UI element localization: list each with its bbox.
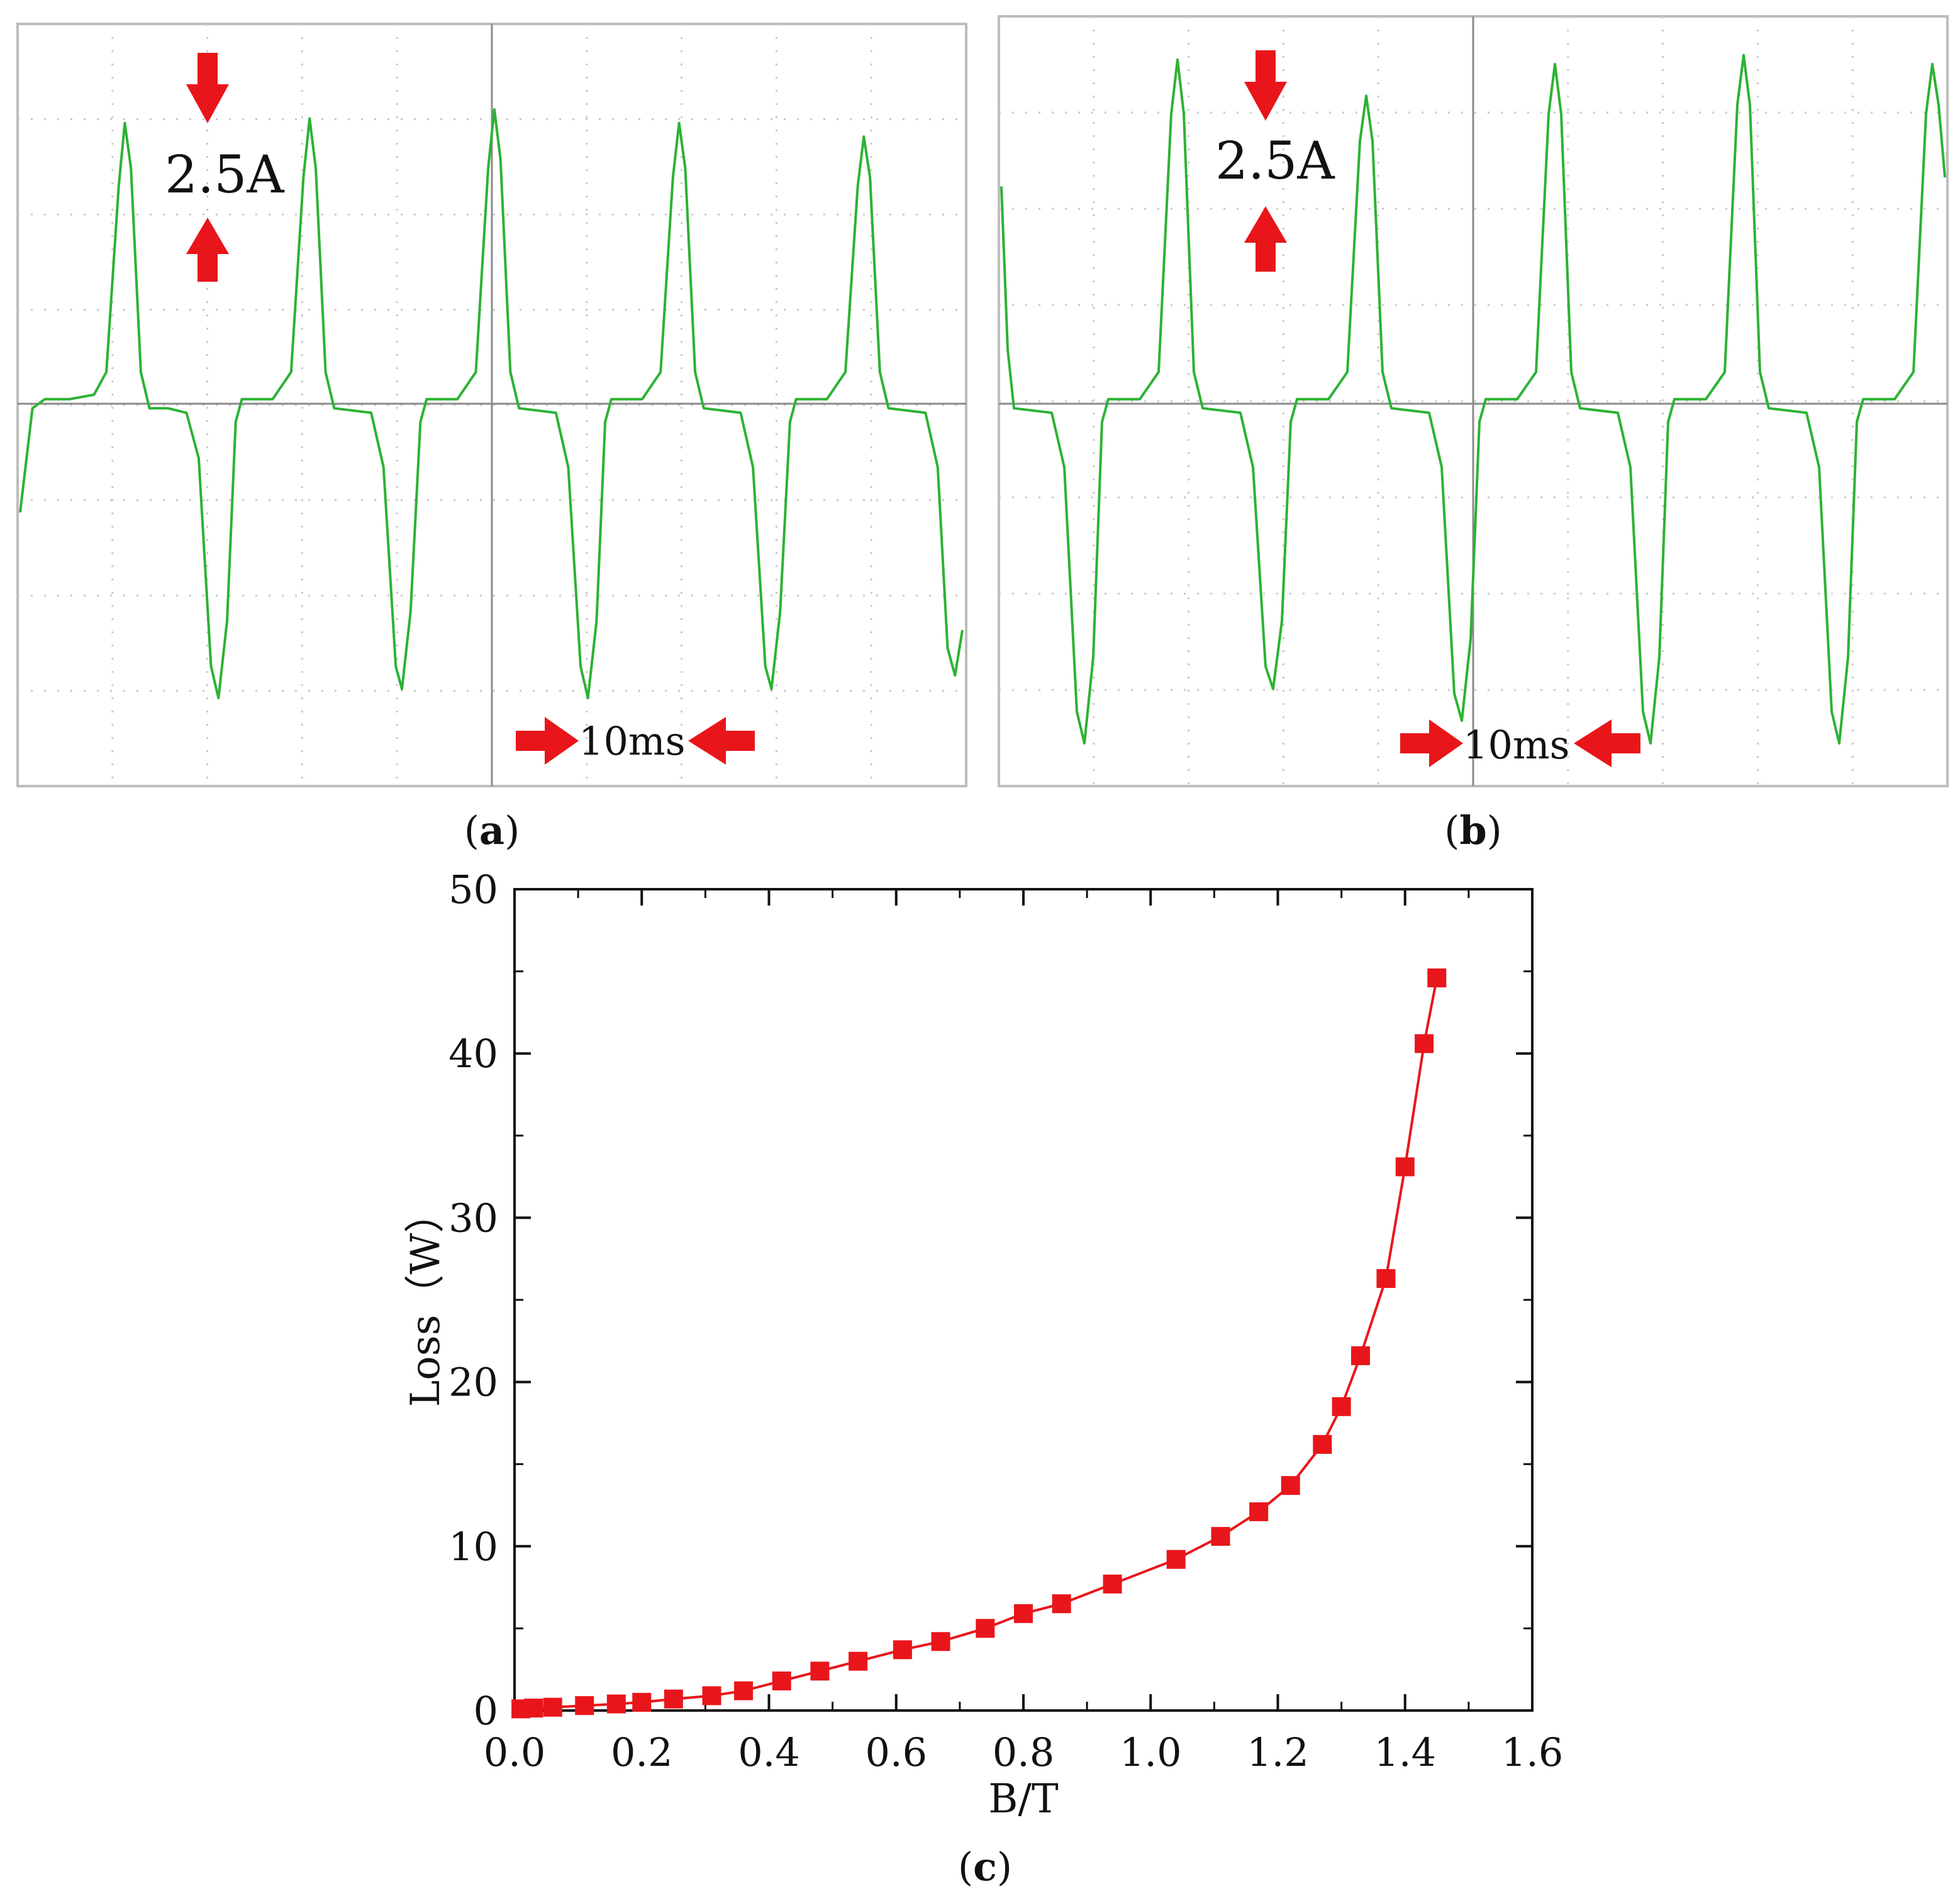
x-tick-label: 1.6 [1501, 1729, 1564, 1775]
scope-b-amplitude-label: 2.5A [1215, 131, 1335, 191]
loss-data-point [1313, 1434, 1332, 1454]
x-tick-label: 1.4 [1374, 1729, 1436, 1775]
scope-a-trace [19, 108, 964, 699]
loss-y-ticks: 0 10 20 30 40 50 [448, 867, 1532, 1734]
loss-data-point [702, 1686, 721, 1705]
loss-data-point [976, 1619, 995, 1638]
loss-series-markers [511, 968, 1447, 1719]
y-tick-label: 20 [448, 1360, 498, 1406]
x-tick-label: 1.0 [1120, 1729, 1182, 1775]
scope-b-trace [1000, 53, 1946, 745]
loss-x-axis-label: B/T [988, 1776, 1059, 1822]
loss-data-point [1350, 1346, 1370, 1365]
loss-data-point [1052, 1594, 1071, 1614]
loss-data-point [1415, 1034, 1434, 1053]
loss-x-ticks: 0.0 0.2 0.4 0.6 0.8 1.0 1.2 1.4 1.6 [484, 889, 1564, 1775]
loss-data-point [849, 1651, 868, 1671]
loss-data-point [734, 1681, 754, 1700]
arrow-down-icon [1244, 50, 1287, 121]
scope-panel-b: 2.5A 10ms [998, 15, 1949, 787]
loss-series-line [520, 977, 1439, 1711]
loss-data-point [1427, 968, 1447, 988]
arrow-left-icon [688, 717, 755, 765]
panel-b-caption: (b) [1444, 807, 1502, 853]
loss-data-point [1014, 1604, 1033, 1623]
panel-a-caption: (a) [464, 807, 520, 853]
arrow-right-icon [1400, 719, 1463, 767]
loss-data-point [632, 1692, 652, 1712]
loss-data-point [931, 1632, 950, 1651]
loss-data-point [1376, 1269, 1396, 1289]
x-tick-label: 0.2 [611, 1729, 673, 1775]
scope-panel-a: 2.5A 10ms [16, 23, 967, 787]
scope-a-time-label: 10ms [579, 718, 686, 764]
loss-data-point [810, 1661, 830, 1681]
loss-data-point [1103, 1574, 1122, 1594]
panel-c-caption: (c) [958, 1844, 1012, 1890]
x-tick-label: 0.6 [865, 1729, 927, 1775]
loss-data-point [524, 1699, 543, 1718]
scope-b-time-label: 10ms [1463, 722, 1570, 768]
loss-y-axis-label: Loss（W） [403, 1193, 449, 1407]
loss-data-point [893, 1640, 912, 1660]
loss-data-point [772, 1671, 791, 1690]
loss-data-point [606, 1694, 626, 1714]
y-tick-label: 10 [448, 1524, 498, 1570]
arrow-right-icon [516, 717, 579, 765]
loss-chart: 0.0 0.2 0.4 0.6 0.8 1.0 1.2 1.4 1.6 01020304050 … [403, 867, 1563, 1822]
x-tick-label: 0.0 [484, 1729, 546, 1775]
loss-data-point [1281, 1476, 1300, 1495]
y-tick-label: 40 [448, 1031, 498, 1077]
loss-data-point [1211, 1527, 1230, 1546]
y-tick-label: 50 [448, 867, 498, 912]
loss-data-point [1332, 1397, 1351, 1416]
arrow-up-icon [186, 218, 229, 282]
loss-data-point [543, 1697, 562, 1717]
loss-data-point [1249, 1502, 1269, 1521]
arrow-up-icon [1244, 206, 1287, 272]
loss-data-point [1166, 1550, 1186, 1569]
loss-data-point [664, 1689, 683, 1709]
arrow-left-icon [1574, 719, 1640, 767]
x-tick-label: 1.2 [1247, 1729, 1309, 1775]
y-tick-label: 0 [474, 1688, 498, 1734]
loss-data-point [575, 1696, 594, 1716]
x-tick-label: 0.4 [738, 1729, 800, 1775]
y-tick-label: 30 [448, 1195, 498, 1241]
loss-data-point [1395, 1157, 1415, 1177]
x-tick-label: 0.8 [993, 1729, 1055, 1775]
scope-a-amplitude-label: 2.5A [165, 145, 285, 205]
arrow-down-icon [186, 53, 229, 123]
